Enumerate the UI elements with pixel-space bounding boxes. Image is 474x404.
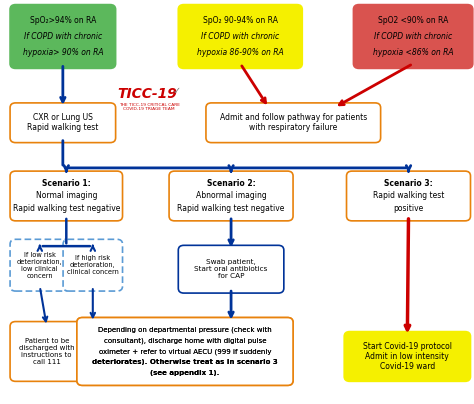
FancyBboxPatch shape (10, 4, 116, 68)
Text: hypoxia> 90% on RA: hypoxia> 90% on RA (23, 48, 103, 57)
FancyBboxPatch shape (344, 332, 471, 381)
Text: If high risk
deterioration,
clinical concern: If high risk deterioration, clinical con… (67, 255, 119, 275)
Text: consultant), discharge home with digital pulse: consultant), discharge home with digital… (104, 337, 266, 344)
Text: SpO₂>94% on RA: SpO₂>94% on RA (30, 16, 96, 25)
FancyBboxPatch shape (206, 103, 381, 143)
FancyBboxPatch shape (63, 239, 122, 291)
FancyBboxPatch shape (169, 171, 293, 221)
Text: Normal imaging: Normal imaging (36, 191, 97, 200)
Text: If low risk
deterioration,
low clinical
concern: If low risk deterioration, low clinical … (17, 252, 63, 279)
Text: Scenario 3:: Scenario 3: (384, 179, 433, 188)
FancyBboxPatch shape (354, 4, 473, 68)
Text: hypoxia 86-90% on RA: hypoxia 86-90% on RA (197, 48, 283, 57)
Text: If COPD with chronic: If COPD with chronic (201, 32, 279, 41)
Text: Rapid walking test negative: Rapid walking test negative (177, 204, 285, 213)
Text: Patient to be
discharged with
instructions to
call 111: Patient to be discharged with instructio… (19, 338, 74, 365)
Text: SpO₂ 90-94% on RA: SpO₂ 90-94% on RA (203, 16, 278, 25)
Text: SpO2 <90% on RA: SpO2 <90% on RA (378, 16, 448, 25)
Text: CXR or Lung US
Rapid walking test: CXR or Lung US Rapid walking test (27, 113, 99, 133)
FancyBboxPatch shape (77, 318, 293, 385)
Text: consultant), discharge home with digital pulse: consultant), discharge home with digital… (104, 337, 266, 344)
Text: Rapid walking test negative: Rapid walking test negative (13, 204, 120, 213)
FancyBboxPatch shape (77, 318, 293, 385)
FancyBboxPatch shape (10, 239, 70, 291)
Text: Start Covid-19 protocol
Admit in low intensity
Covid-19 ward: Start Covid-19 protocol Admit in low int… (363, 341, 452, 371)
FancyBboxPatch shape (178, 4, 302, 68)
Text: Scenario 2:: Scenario 2: (207, 179, 255, 188)
Text: TICC-19: TICC-19 (117, 87, 177, 101)
Text: Swab patient,
Start oral antibiotics
for CAP: Swab patient, Start oral antibiotics for… (194, 259, 268, 279)
Text: hypoxia <86% on RA: hypoxia <86% on RA (373, 48, 454, 57)
FancyBboxPatch shape (10, 171, 122, 221)
Text: If COPD with chronic: If COPD with chronic (24, 32, 102, 41)
Text: If COPD with chronic: If COPD with chronic (374, 32, 452, 41)
Text: oximeter + refer to virtual AECU (999 if suddenly: oximeter + refer to virtual AECU (999 if… (99, 348, 271, 355)
Text: Rapid walking test: Rapid walking test (373, 191, 444, 200)
Text: (see appendix 1).: (see appendix 1). (150, 370, 219, 377)
Text: ✓: ✓ (173, 86, 181, 96)
FancyBboxPatch shape (178, 245, 284, 293)
Text: deteriorates). Otherwise treat as in scenario 3: deteriorates). Otherwise treat as in sce… (92, 360, 278, 366)
Text: oximeter + refer to virtual AECU (999 if suddenly: oximeter + refer to virtual AECU (999 if… (99, 348, 271, 355)
Text: (see appendix 1).: (see appendix 1). (150, 370, 219, 377)
Text: positive: positive (393, 204, 424, 213)
FancyBboxPatch shape (10, 103, 116, 143)
Text: Depending on departmental pressure (check with: Depending on departmental pressure (chec… (98, 326, 272, 333)
Text: Admit and follow pathway for patients
with respiratory failure: Admit and follow pathway for patients wi… (219, 113, 367, 133)
Text: THE TICC-19 CRITICAL CARE
COVID-19 TRIAGE TEAM: THE TICC-19 CRITICAL CARE COVID-19 TRIAG… (119, 103, 180, 111)
FancyBboxPatch shape (10, 322, 83, 381)
FancyBboxPatch shape (346, 171, 471, 221)
Text: Scenario 1:: Scenario 1: (42, 179, 91, 188)
Text: Abnormal imaging: Abnormal imaging (196, 191, 266, 200)
Text: deteriorates). Otherwise treat as in scenario 3: deteriorates). Otherwise treat as in sce… (92, 360, 278, 366)
Text: Depending on departmental pressure (check with: Depending on departmental pressure (chec… (98, 326, 272, 333)
